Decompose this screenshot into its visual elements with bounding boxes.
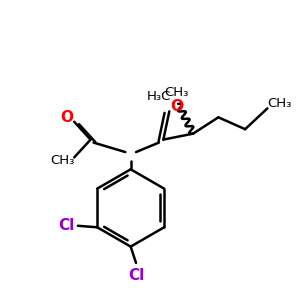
Text: O: O — [60, 110, 73, 125]
Text: CH₃: CH₃ — [267, 97, 292, 110]
Text: Cl: Cl — [128, 268, 144, 283]
Text: CH₃: CH₃ — [50, 154, 74, 167]
Text: Cl: Cl — [58, 218, 74, 233]
Text: CH₃: CH₃ — [165, 86, 189, 99]
Text: O: O — [170, 99, 183, 114]
Text: H₃C: H₃C — [147, 90, 171, 103]
